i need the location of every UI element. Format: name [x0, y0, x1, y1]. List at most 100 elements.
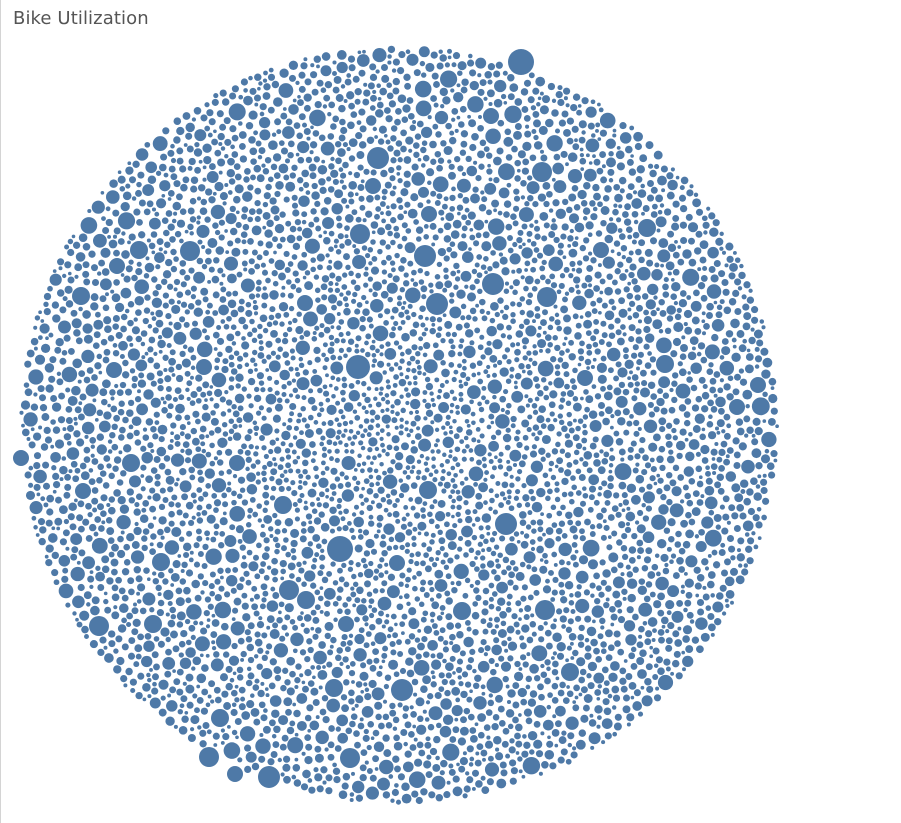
bubble-mark[interactable] [465, 219, 472, 226]
bubble-mark[interactable] [104, 606, 112, 614]
bubble-mark[interactable] [422, 709, 427, 714]
bubble-mark[interactable] [70, 566, 85, 582]
bubble-mark[interactable] [201, 448, 207, 454]
bubble-mark[interactable] [327, 186, 335, 193]
bubble-mark[interactable] [715, 311, 723, 319]
bubble-mark[interactable] [428, 556, 434, 562]
bubble-mark[interactable] [483, 256, 489, 262]
bubble-mark[interactable] [141, 535, 148, 542]
bubble-mark[interactable] [436, 193, 443, 200]
bubble-mark[interactable] [437, 635, 444, 642]
bubble-mark[interactable] [698, 376, 706, 384]
bubble-mark[interactable] [672, 572, 680, 580]
bubble-mark[interactable] [74, 263, 83, 272]
bubble-mark[interactable] [150, 533, 157, 540]
bubble-mark[interactable] [651, 203, 658, 210]
bubble-mark[interactable] [550, 504, 557, 511]
bubble-mark[interactable] [338, 409, 344, 415]
bubble-mark[interactable] [599, 112, 616, 129]
bubble-mark[interactable] [176, 611, 186, 621]
bubble-mark[interactable] [46, 508, 54, 516]
bubble-mark[interactable] [62, 567, 69, 574]
bubble-mark[interactable] [291, 774, 297, 780]
bubble-mark[interactable] [110, 405, 118, 413]
bubble-mark[interactable] [209, 460, 216, 467]
bubble-mark[interactable] [175, 374, 184, 383]
bubble-mark[interactable] [632, 701, 643, 711]
bubble-mark[interactable] [155, 283, 162, 291]
bubble-mark[interactable] [190, 285, 197, 292]
bubble-mark[interactable] [118, 340, 128, 351]
bubble-mark[interactable] [442, 743, 460, 761]
bubble-mark[interactable] [461, 214, 468, 221]
bubble-mark[interactable] [165, 475, 175, 485]
bubble-mark[interactable] [634, 453, 641, 460]
bubble-mark[interactable] [743, 563, 749, 568]
bubble-mark[interactable] [589, 531, 596, 537]
bubble-mark[interactable] [569, 525, 578, 534]
bubble-mark[interactable] [710, 406, 718, 413]
bubble-mark[interactable] [452, 219, 462, 229]
bubble-mark[interactable] [571, 267, 576, 272]
bubble-mark[interactable] [165, 612, 170, 617]
bubble-mark[interactable] [632, 311, 640, 319]
bubble-mark[interactable] [143, 307, 151, 314]
bubble-mark[interactable] [346, 639, 353, 646]
bubble-mark[interactable] [585, 395, 594, 404]
bubble-mark[interactable] [716, 592, 724, 600]
bubble-mark[interactable] [98, 370, 103, 375]
bubble-mark[interactable] [385, 424, 390, 429]
bubble-mark[interactable] [320, 283, 328, 291]
bubble-mark[interactable] [357, 453, 362, 459]
bubble-mark[interactable] [288, 468, 294, 474]
bubble-mark[interactable] [222, 358, 229, 365]
bubble-mark[interactable] [241, 592, 248, 599]
bubble-mark[interactable] [571, 184, 579, 192]
bubble-mark[interactable] [336, 300, 343, 307]
bubble-mark[interactable] [656, 455, 664, 464]
bubble-mark[interactable] [525, 363, 531, 370]
bubble-mark[interactable] [593, 647, 600, 655]
bubble-mark[interactable] [294, 757, 299, 762]
bubble-mark[interactable] [311, 182, 318, 190]
bubble-mark[interactable] [551, 697, 559, 704]
bubble-mark[interactable] [463, 435, 469, 441]
bubble-mark[interactable] [456, 658, 464, 665]
bubble-mark[interactable] [538, 405, 546, 414]
bubble-mark[interactable] [354, 544, 363, 553]
bubble-mark[interactable] [176, 300, 181, 305]
bubble-mark[interactable] [238, 424, 243, 428]
bubble-mark[interactable] [246, 666, 252, 672]
bubble-mark[interactable] [337, 483, 344, 489]
bubble-mark[interactable] [119, 504, 130, 514]
bubble-mark[interactable] [483, 108, 499, 124]
bubble-mark[interactable] [71, 318, 82, 329]
bubble-mark[interactable] [683, 411, 691, 418]
bubble-mark[interactable] [82, 518, 90, 526]
bubble-mark[interactable] [520, 540, 529, 549]
bubble-mark[interactable] [230, 144, 235, 150]
bubble-mark[interactable] [276, 397, 283, 404]
bubble-mark[interactable] [33, 452, 42, 460]
bubble-mark[interactable] [256, 542, 262, 549]
bubble-mark[interactable] [382, 713, 390, 721]
bubble-mark[interactable] [128, 233, 136, 241]
bubble-mark[interactable] [258, 81, 263, 86]
bubble-mark[interactable] [358, 141, 367, 149]
bubble-mark[interactable] [232, 410, 240, 418]
bubble-mark[interactable] [411, 269, 417, 276]
bubble-mark[interactable] [85, 383, 99, 397]
bubble-mark[interactable] [668, 406, 676, 414]
bubble-mark[interactable] [286, 726, 295, 735]
bubble-mark[interactable] [761, 514, 767, 521]
bubble-mark[interactable] [248, 208, 256, 215]
bubble-mark[interactable] [280, 112, 288, 120]
bubble-mark[interactable] [296, 693, 308, 704]
bubble-mark[interactable] [383, 133, 388, 138]
bubble-mark[interactable] [495, 558, 500, 563]
bubble-mark[interactable] [383, 683, 390, 690]
bubble-mark[interactable] [495, 752, 504, 761]
bubble-mark[interactable] [636, 555, 641, 560]
bubble-mark[interactable] [147, 356, 154, 364]
bubble-mark[interactable] [284, 398, 290, 404]
